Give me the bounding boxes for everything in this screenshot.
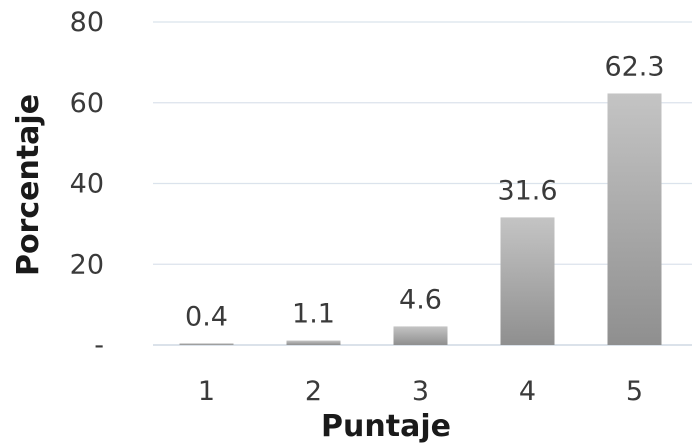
y-tick-label: 40: [70, 169, 104, 200]
data-label-4: 31.6: [497, 175, 557, 206]
data-label-2: 1.1: [292, 299, 335, 330]
x-tick-label: 4: [519, 376, 536, 407]
x-tick-label: 3: [412, 376, 429, 407]
y-tick-label: 20: [70, 249, 104, 280]
x-tick-label: 2: [305, 376, 322, 407]
bar-3: [393, 326, 448, 345]
x-tick-label: 1: [198, 376, 215, 407]
bar-5: [607, 93, 662, 346]
data-label-1: 0.4: [185, 301, 228, 332]
bar-1: [179, 343, 234, 345]
data-label-3: 4.6: [399, 284, 442, 315]
y-tick-label: 60: [70, 88, 104, 119]
data-labels: 0.4 1.1 4.6 31.6 62.3: [185, 51, 665, 332]
data-label-5: 62.3: [604, 51, 664, 82]
bar-4: [500, 217, 555, 345]
y-tick-label: -: [94, 330, 104, 361]
x-axis-title: Puntaje: [321, 409, 451, 444]
x-axis-ticks: 1 2 3 4 5: [198, 376, 643, 407]
bars: [179, 93, 662, 346]
y-tick-label: 80: [70, 7, 104, 38]
y-axis-title: Porcentaje: [11, 94, 46, 276]
y-axis-ticks: - 20 40 60 80: [70, 7, 104, 361]
x-tick-label: 5: [626, 376, 643, 407]
bar-2: [286, 340, 341, 345]
